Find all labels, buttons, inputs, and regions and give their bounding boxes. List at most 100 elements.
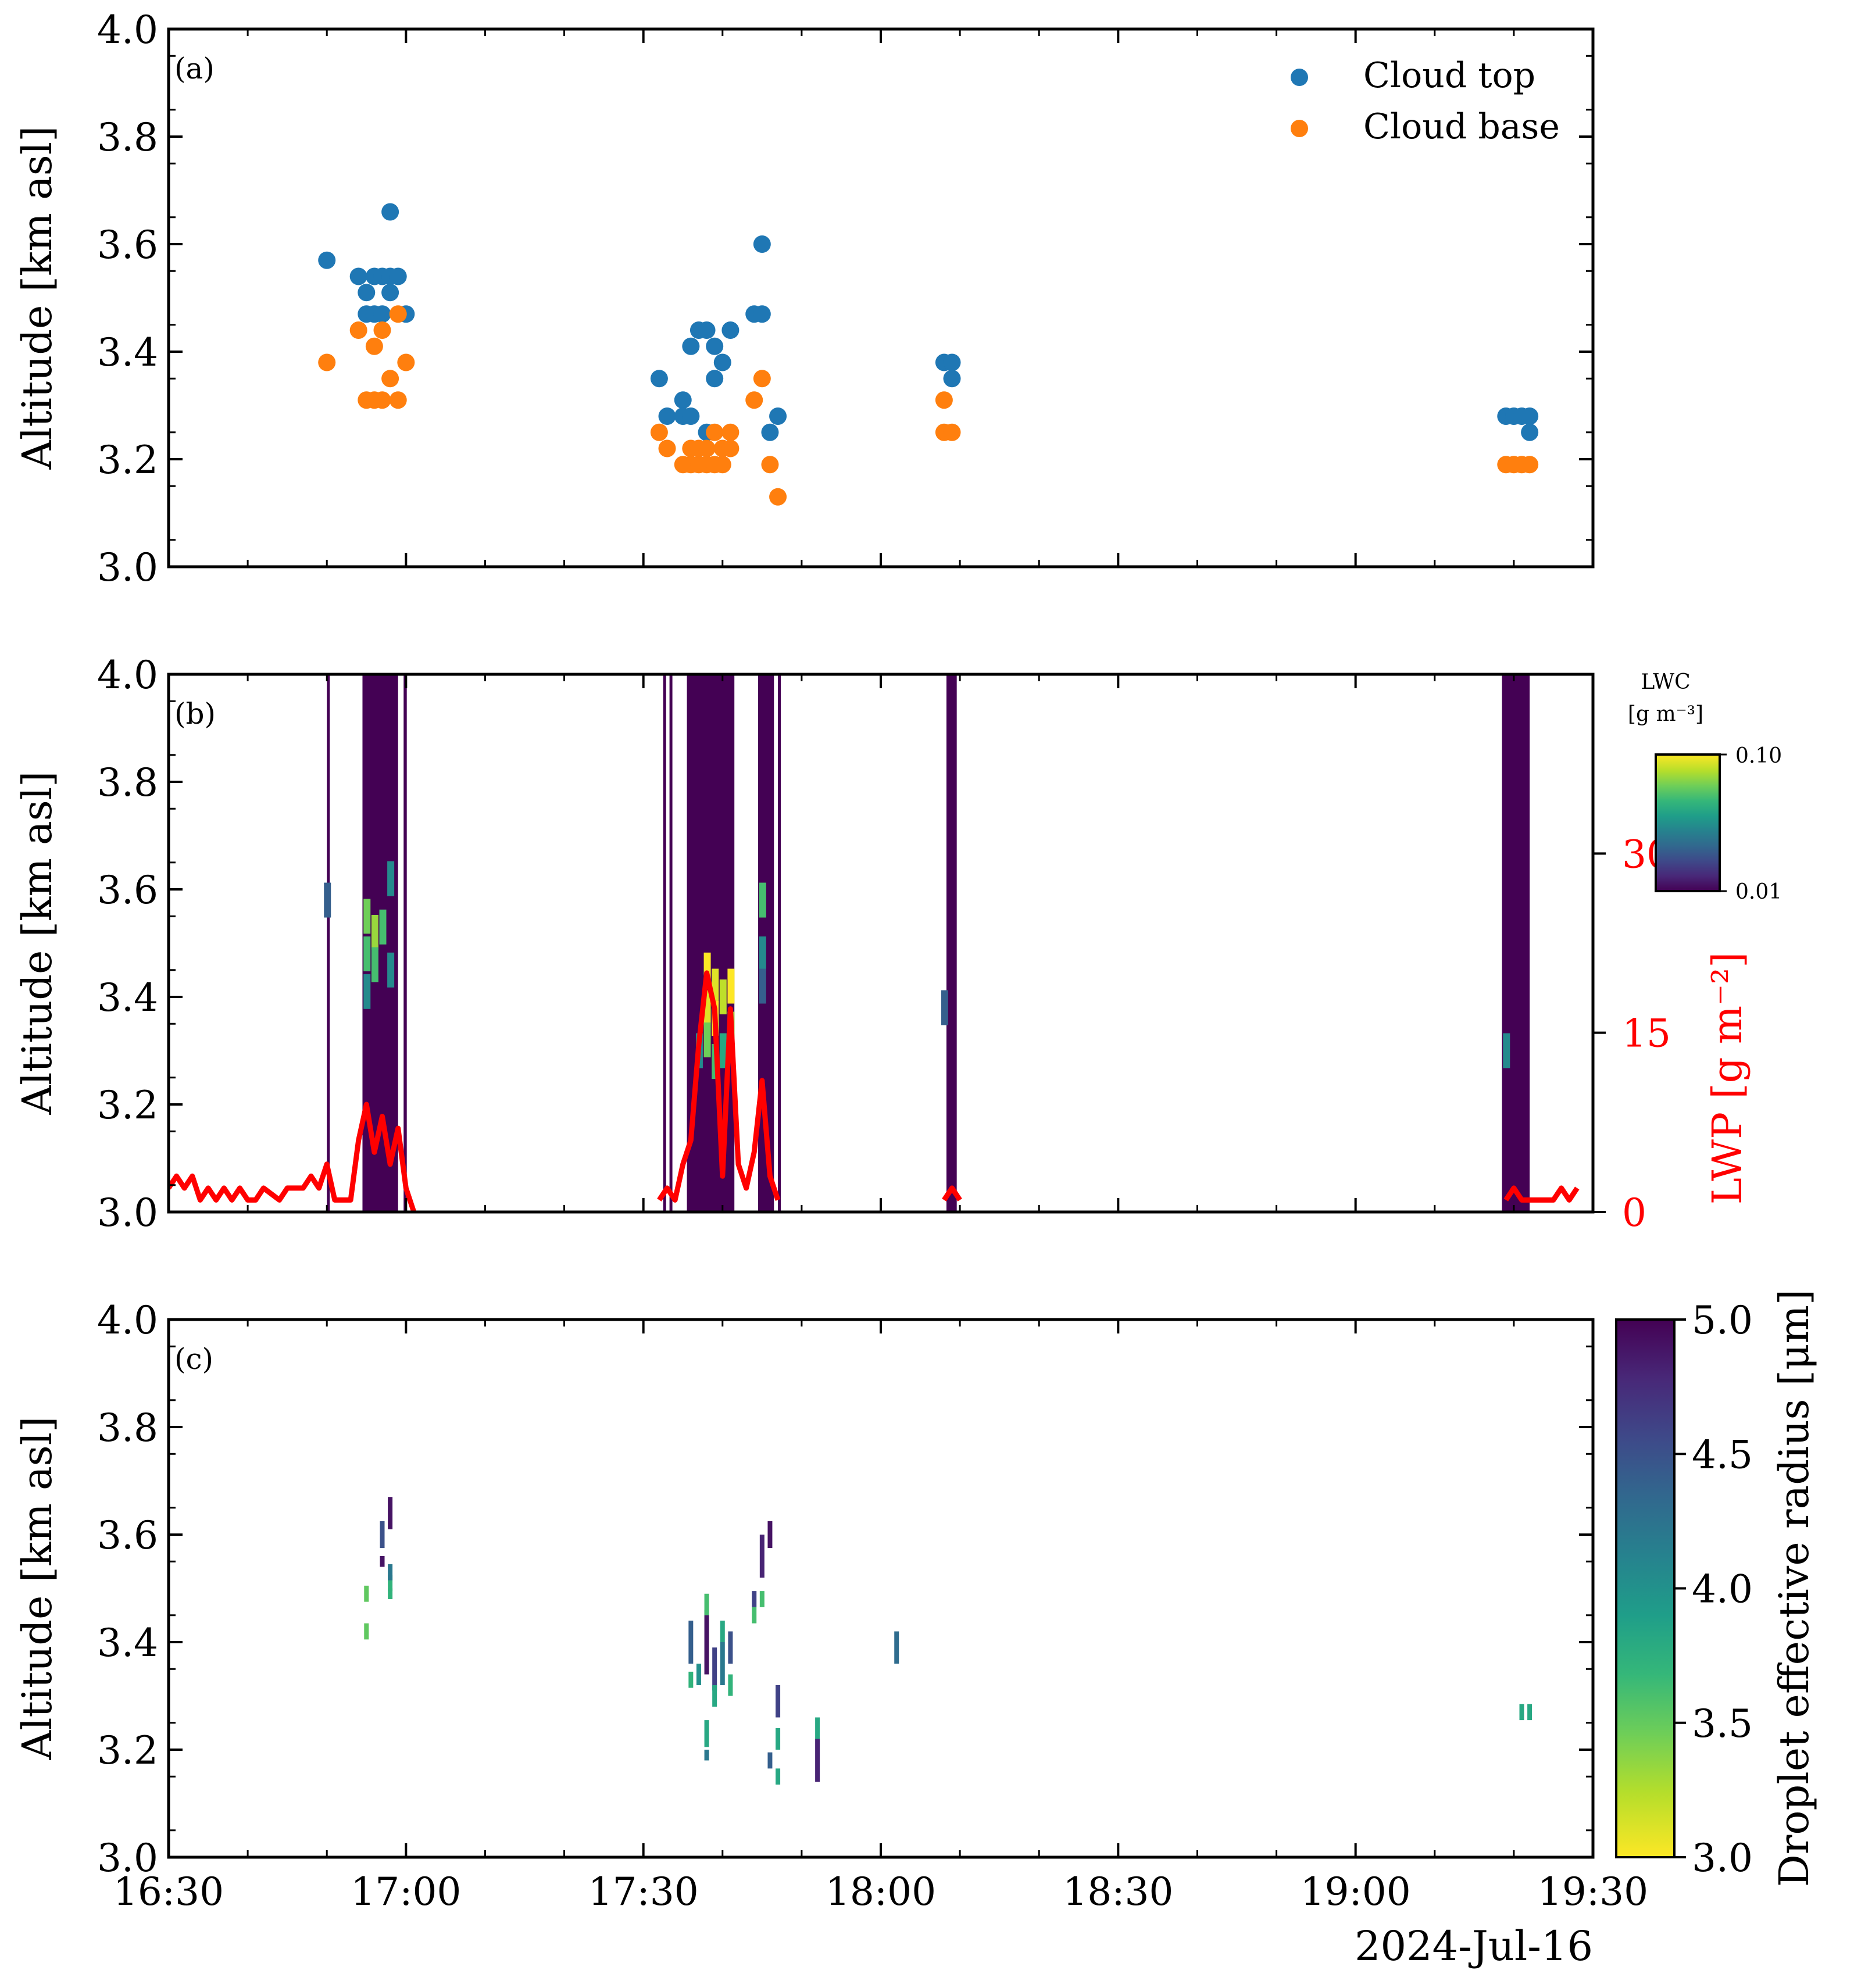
reff-cell [1527, 1704, 1533, 1721]
lwc-cell [363, 974, 371, 1009]
lwc-colorbar: LWC [g m⁻³] 0.10 0.01 [1628, 670, 1782, 904]
cloud-top-point [769, 407, 787, 425]
cloud-base-point [769, 488, 787, 506]
panel-b-plot-area [169, 674, 1580, 1212]
lwc-cloud-column [663, 674, 666, 1212]
cloud-base-point [943, 423, 961, 441]
cloud-top-point [1521, 423, 1539, 441]
cloud-top-point [381, 284, 399, 302]
reff-cell [712, 1647, 717, 1691]
cloud-base-point [365, 337, 383, 355]
lwc-cell [719, 1033, 727, 1068]
panel-a-y-label: Altitude [km asl] [13, 126, 61, 470]
x-tick-label: 19:30 [1538, 1869, 1648, 1914]
x-tick-label: 18:00 [826, 1869, 936, 1914]
y-tick-label: 3.0 [97, 545, 158, 590]
cloud-base-point [713, 456, 731, 474]
lwc-cloud-column [778, 674, 781, 1212]
date-label: 2024-Jul-16 [1355, 1922, 1593, 1970]
cloud-base-point [658, 439, 676, 457]
cloud-top-point [753, 305, 771, 323]
lwc-cell [1503, 1033, 1510, 1068]
cloud-top-point [753, 235, 771, 253]
reff-cell [776, 1685, 781, 1718]
lwc-cell [379, 909, 387, 945]
cloud-base-point [349, 321, 367, 339]
cloud-top-point [761, 423, 779, 441]
lwc-cell [387, 952, 395, 988]
cloud-top-point [721, 321, 740, 339]
lwc-cell [387, 861, 395, 896]
cloud-base-point [721, 423, 740, 441]
y-tick-label: 4.0 [97, 653, 158, 698]
reff-cell [704, 1593, 709, 1615]
lwc-cloud-column [327, 674, 330, 1212]
y-tick-label: 3.8 [97, 760, 158, 805]
cloud-base-point [706, 423, 724, 441]
lwc-cell [941, 990, 948, 1025]
reff-cell [720, 1621, 725, 1642]
cloud-base-point [389, 391, 407, 409]
lwc-cloud-column [946, 674, 957, 1212]
reff-cell [704, 1720, 709, 1747]
cloud-base-point [318, 353, 336, 371]
cloud-base-point [373, 391, 391, 409]
lwc-cell [703, 1022, 711, 1057]
reff-cell [815, 1717, 820, 1739]
reff-cell [688, 1671, 694, 1688]
cloud-top-point [389, 267, 407, 285]
y-tick-label: 3.4 [97, 330, 158, 375]
reff-colorbar-tick-label: 4.0 [1692, 1567, 1753, 1612]
legend-cloud-base-label: Cloud base [1363, 106, 1560, 147]
panel-a: 3.0 3.2 3.4 3.6 3.8 4.0 (a) Cloud top Cloud b… [97, 8, 1595, 590]
reff-cell [752, 1607, 757, 1624]
panel-c-frame [167, 1318, 1595, 1859]
y-tick-label: 3.4 [97, 975, 158, 1020]
reff-cell [364, 1585, 369, 1602]
y-tick-label: 3.6 [97, 223, 158, 267]
reff-cell [720, 1642, 725, 1685]
y-tick-label: 3.8 [97, 1406, 158, 1450]
reff-colorbar-tick-label: 3.5 [1692, 1701, 1753, 1746]
cloud-base-point [389, 305, 407, 323]
lwp-axis-label: LWP [g m⁻²] [1703, 952, 1751, 1205]
panel-b-y-label: Altitude [km asl] [13, 771, 61, 1115]
reff-cell [759, 1535, 765, 1578]
cloud-top-point [349, 267, 367, 285]
lwc-cell [371, 947, 378, 982]
lwc-cell [759, 968, 766, 1004]
reff-cell [712, 1685, 717, 1707]
lwc-cell [727, 968, 735, 1004]
cloud-base-point [650, 423, 668, 441]
lwc-cell [324, 882, 331, 918]
reff-cell [704, 1750, 709, 1761]
reff-cell [704, 1610, 709, 1675]
reff-cell [815, 1739, 820, 1782]
cloud-top-point [381, 203, 399, 221]
lwc-cloud-column [1502, 674, 1530, 1212]
reff-cell [364, 1623, 369, 1640]
panel-c-label: (c) [174, 1342, 213, 1376]
x-tick-label: 16:30 [113, 1869, 224, 1914]
panel-a-plot-area [318, 203, 1539, 506]
reff-colorbar-tick-label: 3.0 [1692, 1836, 1753, 1880]
reff-colorbar-tick-label: 5.0 [1692, 1298, 1753, 1343]
reff-colorbar-tick-label: 4.5 [1692, 1432, 1753, 1477]
panel-c-y-label: Altitude [km asl] [13, 1417, 61, 1761]
y-tick-label: 3.2 [97, 1728, 158, 1773]
cloud-top-point [943, 353, 961, 371]
y-tick-label: 3.0 [97, 1836, 158, 1880]
reff-cell [767, 1752, 773, 1769]
y-tick-label: 3.2 [97, 1083, 158, 1128]
cloud-base-point [721, 439, 740, 457]
cloud-base-point [373, 321, 391, 339]
panel-a-label: (a) [174, 52, 215, 85]
reff-cell [388, 1588, 393, 1599]
reff-cell [767, 1521, 773, 1549]
panel-a-ticks: 3.0 3.2 3.4 3.6 3.8 4.0 [97, 8, 1594, 590]
cloud-base-point [935, 391, 953, 409]
reff-cell [688, 1621, 694, 1664]
panel-c-plot-area [364, 1497, 1533, 1785]
cloud-top-point [682, 337, 700, 355]
